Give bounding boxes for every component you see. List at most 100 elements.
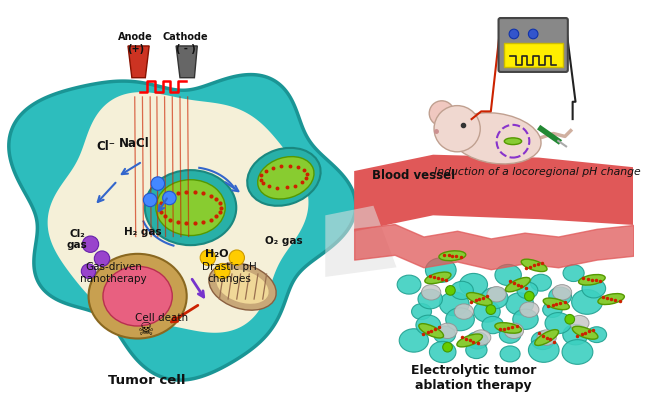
Text: NaCl: NaCl bbox=[119, 137, 150, 150]
Ellipse shape bbox=[426, 258, 456, 282]
Text: Cathode
( - ): Cathode ( - ) bbox=[163, 32, 209, 54]
Ellipse shape bbox=[504, 138, 522, 144]
Text: Cl⁻: Cl⁻ bbox=[96, 140, 115, 154]
Text: H₂O: H₂O bbox=[205, 249, 228, 259]
Ellipse shape bbox=[582, 279, 605, 298]
Ellipse shape bbox=[521, 259, 547, 272]
Polygon shape bbox=[9, 74, 356, 380]
Ellipse shape bbox=[445, 308, 474, 331]
Ellipse shape bbox=[572, 290, 603, 314]
Ellipse shape bbox=[247, 148, 320, 206]
Ellipse shape bbox=[499, 326, 521, 343]
Ellipse shape bbox=[457, 334, 482, 347]
Text: Electrolytic tumor
ablation therapy: Electrolytic tumor ablation therapy bbox=[411, 364, 536, 392]
Ellipse shape bbox=[598, 294, 624, 304]
Polygon shape bbox=[354, 155, 633, 232]
Text: H₂ gas: H₂ gas bbox=[124, 227, 161, 237]
Ellipse shape bbox=[487, 286, 506, 302]
Ellipse shape bbox=[418, 289, 442, 309]
Ellipse shape bbox=[459, 274, 488, 296]
Ellipse shape bbox=[495, 323, 521, 333]
Ellipse shape bbox=[520, 302, 539, 317]
Circle shape bbox=[429, 101, 454, 126]
Ellipse shape bbox=[434, 326, 455, 343]
Ellipse shape bbox=[466, 342, 487, 358]
Ellipse shape bbox=[563, 324, 588, 345]
Ellipse shape bbox=[397, 275, 421, 294]
Circle shape bbox=[509, 29, 519, 39]
Ellipse shape bbox=[544, 298, 569, 310]
Ellipse shape bbox=[587, 327, 607, 342]
Circle shape bbox=[434, 106, 480, 152]
Ellipse shape bbox=[532, 331, 554, 350]
Ellipse shape bbox=[450, 113, 541, 164]
Ellipse shape bbox=[89, 254, 187, 338]
Circle shape bbox=[200, 250, 216, 265]
Ellipse shape bbox=[504, 323, 524, 338]
Ellipse shape bbox=[513, 309, 538, 330]
Ellipse shape bbox=[156, 180, 225, 236]
Circle shape bbox=[565, 314, 574, 324]
FancyBboxPatch shape bbox=[504, 43, 563, 67]
Ellipse shape bbox=[430, 341, 456, 363]
Ellipse shape bbox=[495, 264, 521, 286]
Ellipse shape bbox=[451, 281, 473, 300]
Polygon shape bbox=[47, 92, 309, 333]
Ellipse shape bbox=[440, 292, 469, 316]
Ellipse shape bbox=[530, 274, 551, 291]
Ellipse shape bbox=[472, 330, 491, 345]
Text: O₂ gas: O₂ gas bbox=[265, 236, 303, 246]
Ellipse shape bbox=[103, 266, 172, 326]
Ellipse shape bbox=[422, 285, 441, 300]
Text: Anode
(+): Anode (+) bbox=[118, 32, 153, 54]
Ellipse shape bbox=[258, 157, 314, 199]
Text: ☠: ☠ bbox=[138, 321, 155, 339]
Circle shape bbox=[94, 251, 110, 266]
Ellipse shape bbox=[411, 304, 432, 320]
Polygon shape bbox=[176, 46, 197, 78]
Circle shape bbox=[82, 236, 99, 252]
Ellipse shape bbox=[578, 274, 605, 285]
Ellipse shape bbox=[209, 263, 276, 310]
Ellipse shape bbox=[543, 302, 562, 318]
Ellipse shape bbox=[545, 312, 571, 334]
Ellipse shape bbox=[416, 315, 441, 335]
Text: Gas-driven
nanotherapy: Gas-driven nanotherapy bbox=[80, 262, 147, 284]
Text: Cell death: Cell death bbox=[135, 313, 188, 323]
Text: Induction of a locoregional pH change: Induction of a locoregional pH change bbox=[434, 167, 640, 177]
Text: Tumor cell: Tumor cell bbox=[107, 374, 185, 387]
Ellipse shape bbox=[505, 278, 530, 292]
Ellipse shape bbox=[467, 332, 488, 349]
Ellipse shape bbox=[439, 251, 466, 261]
Circle shape bbox=[443, 342, 452, 352]
Text: Drastic pH
changes: Drastic pH changes bbox=[202, 262, 257, 284]
Ellipse shape bbox=[500, 346, 520, 362]
Circle shape bbox=[151, 177, 164, 190]
Ellipse shape bbox=[537, 330, 556, 345]
Ellipse shape bbox=[467, 293, 492, 306]
Ellipse shape bbox=[572, 326, 598, 339]
Ellipse shape bbox=[563, 265, 584, 282]
Ellipse shape bbox=[553, 285, 572, 300]
Ellipse shape bbox=[549, 287, 572, 305]
Circle shape bbox=[82, 264, 96, 278]
Ellipse shape bbox=[570, 316, 589, 331]
Circle shape bbox=[524, 291, 534, 301]
Ellipse shape bbox=[418, 324, 443, 338]
Circle shape bbox=[163, 191, 176, 205]
Ellipse shape bbox=[482, 288, 508, 309]
Ellipse shape bbox=[517, 282, 538, 299]
Circle shape bbox=[528, 29, 538, 39]
Polygon shape bbox=[128, 46, 149, 78]
Circle shape bbox=[143, 193, 157, 207]
Ellipse shape bbox=[528, 338, 559, 362]
Ellipse shape bbox=[562, 340, 593, 364]
Ellipse shape bbox=[145, 170, 236, 245]
Ellipse shape bbox=[506, 293, 534, 315]
FancyBboxPatch shape bbox=[499, 18, 568, 72]
Ellipse shape bbox=[535, 330, 559, 346]
Circle shape bbox=[215, 264, 230, 279]
Circle shape bbox=[445, 286, 455, 295]
Text: Cl₂
gas: Cl₂ gas bbox=[66, 228, 88, 250]
Circle shape bbox=[229, 250, 245, 265]
